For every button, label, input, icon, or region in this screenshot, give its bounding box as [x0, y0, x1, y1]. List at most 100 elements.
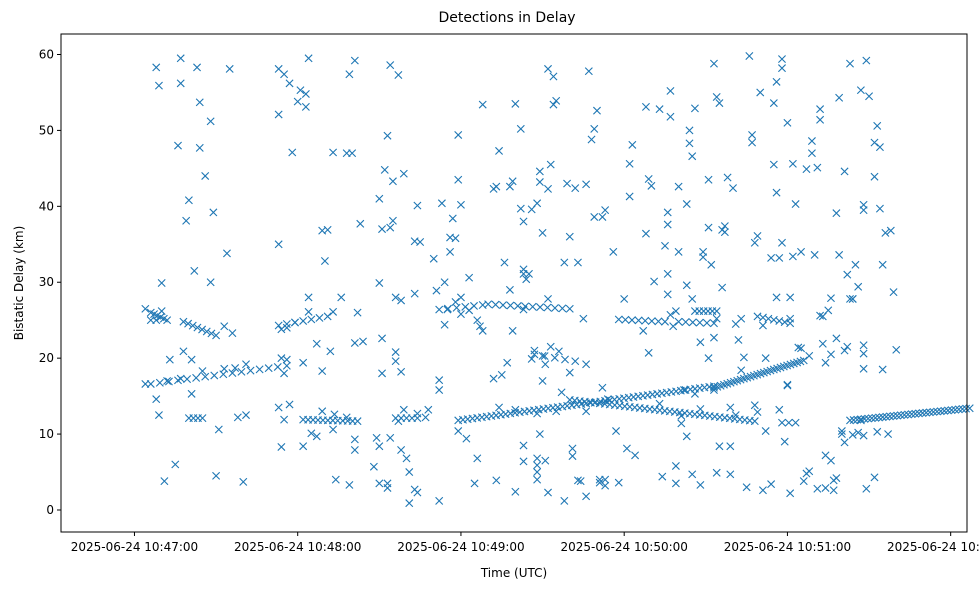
- data-point-marker: [666, 310, 675, 319]
- data-point-marker: [794, 343, 803, 352]
- data-point-marker: [666, 86, 675, 95]
- data-point-marker: [282, 323, 291, 332]
- data-point-marker: [323, 312, 332, 321]
- data-point-marker: [505, 285, 514, 294]
- data-point-marker: [285, 400, 294, 409]
- data-point-marker: [582, 180, 591, 189]
- data-point-marker: [786, 293, 795, 302]
- data-point-marker: [318, 367, 327, 376]
- data-point-marker: [242, 411, 250, 420]
- data-point-marker: [375, 194, 384, 203]
- data-point-marker: [187, 389, 196, 398]
- data-point-marker: [769, 160, 778, 169]
- data-point-marker: [940, 406, 949, 415]
- data-point-marker: [176, 79, 185, 88]
- data-point-marker: [541, 360, 550, 369]
- data-point-marker: [862, 484, 871, 493]
- x-tick-label: 2025-06-24 10:50:00: [560, 540, 687, 554]
- data-point-marker: [674, 247, 683, 256]
- data-point-marker: [688, 470, 697, 479]
- data-point-marker: [193, 323, 202, 332]
- data-point-marker: [456, 293, 465, 302]
- data-point-marker: [405, 499, 414, 508]
- data-point-marker: [627, 316, 636, 325]
- data-point-marker: [174, 141, 182, 150]
- data-point-marker: [573, 258, 582, 267]
- data-point-marker: [826, 294, 835, 303]
- data-point-marker: [884, 430, 893, 439]
- data-point-marker: [193, 63, 202, 72]
- data-point-marker: [870, 473, 879, 482]
- data-point-marker: [557, 388, 566, 397]
- y-tick-label: 30: [39, 275, 54, 289]
- data-point-marker: [277, 325, 286, 334]
- data-point-marker: [936, 407, 945, 416]
- data-point-marker: [625, 159, 634, 168]
- data-point-marker: [854, 428, 863, 437]
- data-point-marker: [476, 322, 484, 331]
- data-point-marker: [435, 376, 444, 385]
- data-point-marker: [337, 293, 346, 302]
- data-point-marker: [598, 212, 607, 221]
- data-point-marker: [399, 405, 408, 414]
- data-point-marker: [837, 427, 846, 436]
- data-point-marker: [875, 204, 884, 213]
- data-point-marker: [818, 339, 827, 348]
- data-point-marker: [933, 407, 942, 416]
- data-point-marker: [742, 483, 751, 492]
- data-point-marker: [655, 105, 664, 114]
- data-point-marker: [307, 429, 316, 438]
- data-point-marker: [709, 386, 718, 395]
- data-point-marker: [873, 121, 882, 130]
- data-point-marker: [601, 481, 610, 490]
- data-point-marker: [350, 338, 359, 347]
- data-point-marker: [587, 135, 596, 144]
- data-point-marker: [353, 308, 362, 317]
- data-point-marker: [565, 232, 574, 241]
- data-point-marker: [350, 435, 359, 444]
- data-point-marker: [832, 334, 841, 343]
- data-point-marker: [383, 479, 392, 488]
- data-point-marker: [856, 415, 865, 424]
- data-point-marker: [663, 269, 672, 278]
- data-point-marker: [299, 316, 308, 325]
- data-point-marker: [561, 355, 570, 364]
- data-point-marker: [274, 403, 283, 412]
- data-point-marker: [435, 496, 444, 505]
- data-point-marker: [849, 416, 858, 425]
- data-point-marker: [165, 355, 174, 364]
- data-point-marker: [163, 316, 172, 325]
- data-point-marker: [454, 175, 463, 184]
- data-point-marker: [783, 380, 792, 389]
- data-point-marker: [663, 290, 672, 299]
- data-point-marker: [454, 130, 463, 139]
- data-point-marker: [497, 370, 506, 379]
- data-point-marker: [709, 319, 718, 328]
- data-point-marker: [519, 217, 528, 226]
- data-point-marker: [141, 379, 150, 388]
- data-point-marker: [519, 305, 528, 314]
- y-tick-label: 20: [39, 351, 54, 365]
- data-point-marker: [239, 477, 248, 486]
- data-point-marker: [797, 344, 806, 353]
- data-point-marker: [582, 360, 591, 369]
- data-point-marker: [835, 93, 844, 102]
- data-point-marker: [318, 407, 327, 416]
- data-point-marker: [288, 148, 297, 157]
- axis-ticks: 2025-06-24 10:47:00 2025-06-24 10:48:00 20…: [39, 47, 979, 554]
- data-point-marker: [315, 313, 324, 322]
- data-point-marker: [397, 296, 406, 305]
- data-point-marker: [846, 416, 854, 425]
- data-point-marker: [914, 409, 923, 418]
- data-point-marker: [753, 408, 762, 417]
- data-point-marker: [750, 238, 759, 247]
- data-point-marker: [699, 253, 708, 262]
- data-point-marker: [391, 293, 400, 302]
- data-point-marker: [201, 171, 210, 180]
- data-point-marker: [345, 480, 354, 489]
- data-point-marker: [304, 307, 313, 316]
- data-point-marker: [448, 214, 457, 223]
- data-point-marker: [535, 178, 544, 187]
- data-point-marker: [386, 223, 395, 232]
- data-point-marker: [421, 413, 430, 422]
